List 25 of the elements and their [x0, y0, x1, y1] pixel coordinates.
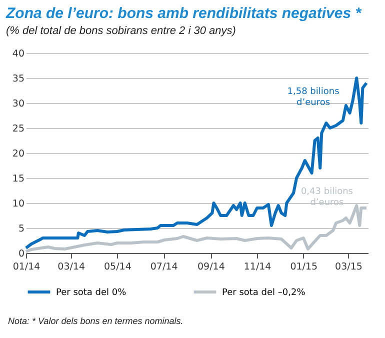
y-tick-label: 25 [12, 124, 24, 134]
text: Nota: * Valor dels bons en termes nominals. [8, 316, 184, 326]
x-tick-label: 03/15 [335, 262, 362, 272]
legend-label: Per sota del 0% [56, 288, 127, 298]
y-tick-label: 5 [18, 224, 24, 234]
annotation: 1,58 bilions d’euros [287, 87, 340, 108]
x-tick-label: 01/15 [290, 262, 318, 272]
y-tick-label: 40 [12, 48, 24, 60]
annotation: 0,43 bilions d’euros [300, 187, 354, 208]
chart-subtitle: (% del total de bons sobirans entre 2 i 30 anys) [6, 25, 236, 37]
y-tick-label: 15 [12, 174, 24, 184]
y-tick-label: 10 [12, 198, 24, 210]
x-tick-label: 01/14 [12, 262, 40, 272]
y-tick-label: 0 [18, 248, 24, 260]
x-tick-label: 05/14 [104, 262, 132, 272]
y-tick-label: 35 [12, 74, 24, 84]
y-tick-label: 30 [12, 98, 24, 110]
chart-title: Zona de l’euro: bons amb rendibilitats negatives * [5, 5, 362, 22]
line-series [24, 76, 368, 250]
x-tick-label: 07/14 [150, 262, 178, 272]
x-tick-label: 09/14 [197, 262, 225, 272]
y-tick-label: 20 [12, 148, 24, 160]
legend-label: Per sota del –0,2% [222, 288, 306, 298]
x-tick-label: 11/14 [244, 262, 272, 272]
x-tick-label: 03/14 [58, 262, 86, 272]
